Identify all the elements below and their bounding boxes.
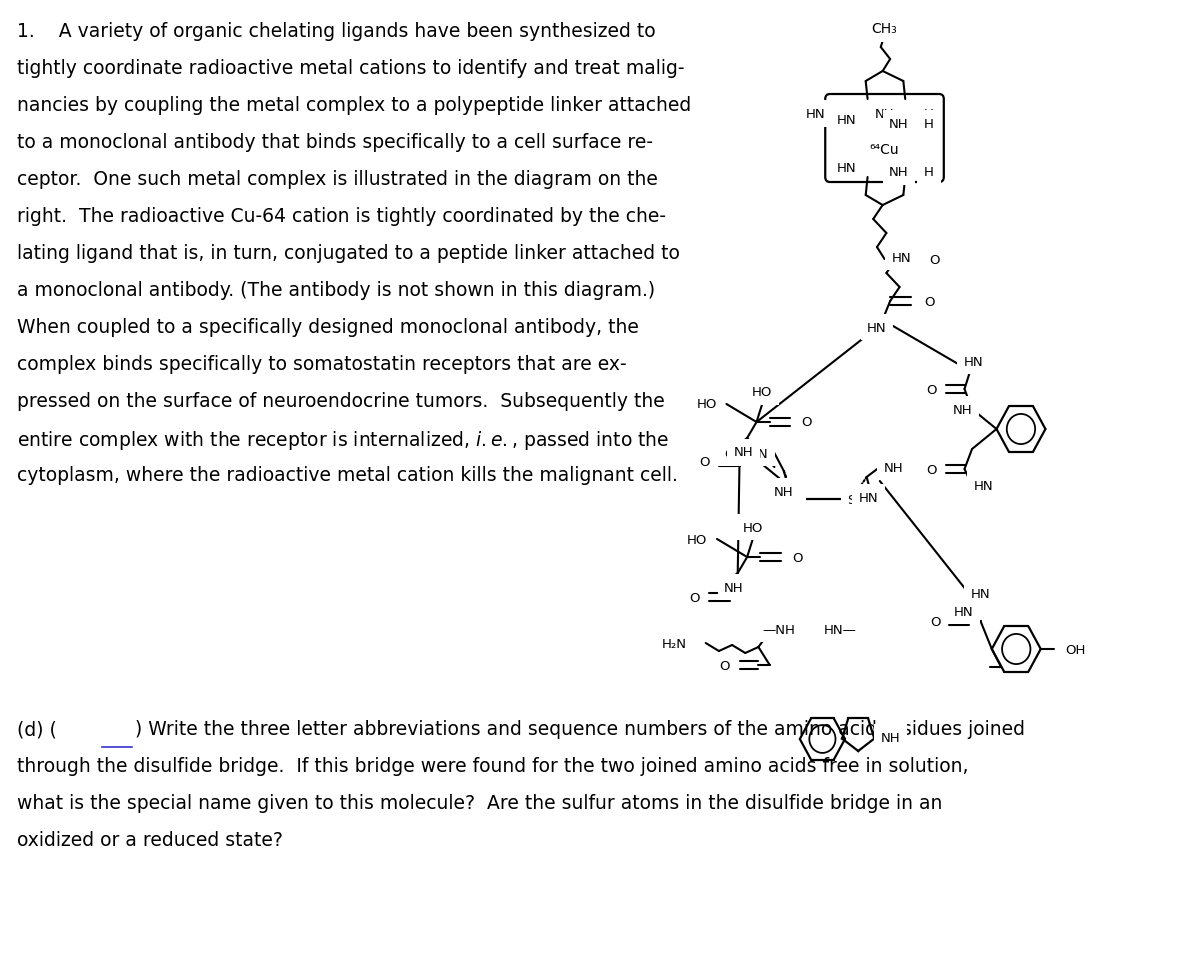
Text: complex binds specifically to somatostatin receptors that are ex-: complex binds specifically to somatostat…: [17, 355, 626, 373]
Text: NH: NH: [889, 166, 908, 179]
Text: HN: HN: [892, 251, 912, 264]
Text: H: H: [924, 107, 934, 121]
Text: O: O: [930, 615, 941, 628]
Text: H: H: [924, 118, 934, 131]
Text: When coupled to a specifically designed monoclonal antibody, the: When coupled to a specifically designed …: [17, 318, 638, 337]
Text: HN: HN: [805, 107, 826, 121]
Text: HO: HO: [697, 398, 718, 411]
Text: O: O: [725, 447, 734, 460]
Text: O: O: [698, 456, 709, 469]
Text: CH₃: CH₃: [871, 21, 898, 36]
Text: entire complex with the receptor is internalized, $\mathit{i.e.}$, passed into t: entire complex with the receptor is inte…: [17, 429, 670, 451]
Text: NH: NH: [953, 404, 972, 416]
Text: HO: HO: [743, 521, 763, 534]
Text: HN: HN: [838, 161, 857, 174]
Text: ⁶⁴Cu: ⁶⁴Cu: [870, 143, 899, 157]
Text: H: H: [924, 166, 934, 179]
Text: O: O: [925, 383, 936, 396]
Text: a monoclonal antibody. (The antibody is not shown in this diagram.): a monoclonal antibody. (The antibody is …: [17, 280, 655, 300]
Text: O: O: [792, 551, 803, 564]
Text: (d) (: (d) (: [17, 719, 56, 739]
Text: lating ligand that is, in turn, conjugated to a peptide linker attached to: lating ligand that is, in turn, conjugat…: [17, 243, 680, 263]
Text: O: O: [930, 253, 940, 266]
Text: NH: NH: [883, 461, 904, 474]
Text: NH: NH: [774, 485, 793, 498]
Text: oxidized or a reduced state?: oxidized or a reduced state?: [17, 830, 283, 849]
Text: what is the special name given to this molecule?  Are the sulfur atoms in the di: what is the special name given to this m…: [17, 793, 942, 812]
Text: S: S: [791, 493, 799, 506]
Text: H₂N: H₂N: [662, 637, 686, 650]
Text: HN: HN: [838, 113, 857, 126]
Text: HN: HN: [973, 479, 994, 492]
Text: O: O: [802, 416, 812, 429]
Text: HN: HN: [953, 605, 973, 617]
Text: tightly coordinate radioactive metal cations to identify and treat malig-: tightly coordinate radioactive metal cat…: [17, 59, 684, 78]
Text: —NH: —NH: [762, 623, 796, 636]
Text: NH: NH: [733, 446, 754, 459]
Text: cytoplasm, where the radioactive metal cation kills the malignant cell.: cytoplasm, where the radioactive metal c…: [17, 465, 678, 485]
Text: S: S: [847, 493, 856, 506]
Text: HN: HN: [971, 587, 990, 600]
Text: to a monoclonal antibody that binds specifically to a cell surface re-: to a monoclonal antibody that binds spec…: [17, 133, 653, 151]
Text: HN: HN: [964, 355, 983, 368]
Text: O: O: [690, 591, 700, 604]
Text: NH: NH: [881, 731, 900, 743]
Text: right.  The radioactive Cu-64 cation is tightly coordinated by the che-: right. The radioactive Cu-64 cation is t…: [17, 207, 666, 226]
Text: nancies by coupling the metal complex to a polypeptide linker attached: nancies by coupling the metal complex to…: [17, 96, 691, 115]
Text: ) Write the three letter abbreviations and sequence numbers of the amino acid re: ) Write the three letter abbreviations a…: [134, 719, 1025, 739]
Text: NH: NH: [875, 107, 895, 121]
Text: NH: NH: [724, 581, 744, 594]
Text: pressed on the surface of neuroendocrine tumors.  Subsequently the: pressed on the surface of neuroendocrine…: [17, 392, 665, 410]
Text: ceptor.  One such metal complex is illustrated in the diagram on the: ceptor. One such metal complex is illust…: [17, 170, 658, 189]
Text: O: O: [925, 463, 936, 476]
Text: O: O: [924, 295, 935, 308]
Text: HN: HN: [859, 491, 878, 504]
Text: HO: HO: [752, 386, 773, 399]
FancyBboxPatch shape: [826, 95, 944, 183]
Text: HN: HN: [868, 321, 887, 334]
Text: OH: OH: [1066, 643, 1086, 656]
Text: HN—: HN—: [823, 623, 857, 636]
Text: through the disulfide bridge.  If this bridge were found for the two joined amin: through the disulfide bridge. If this br…: [17, 756, 968, 775]
Text: 1.    A variety of organic chelating ligands have been synthesized to: 1. A variety of organic chelating ligand…: [17, 21, 655, 41]
Text: NH: NH: [889, 118, 908, 131]
Text: HN: HN: [749, 447, 769, 460]
Text: HO: HO: [688, 533, 708, 546]
Text: O: O: [720, 658, 730, 672]
